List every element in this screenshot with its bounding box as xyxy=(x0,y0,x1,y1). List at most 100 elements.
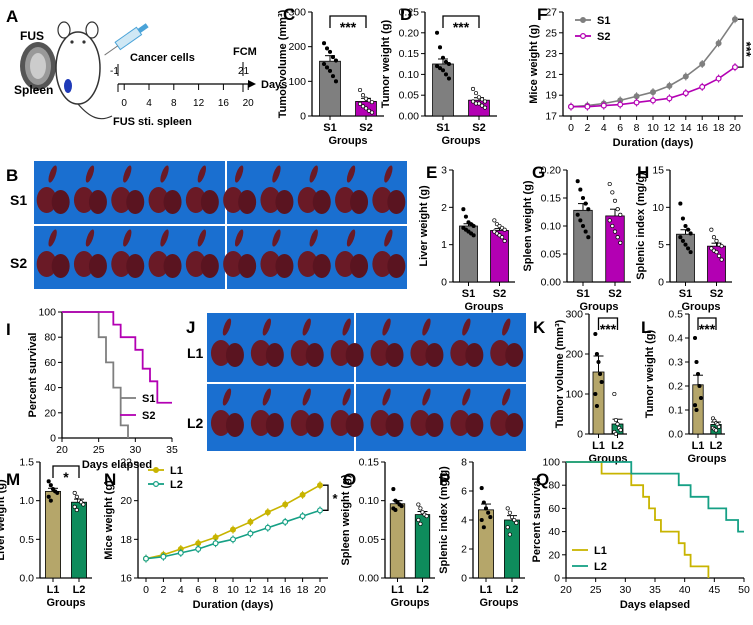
timeline-tick-label: 12 xyxy=(193,98,205,109)
liver-lobe xyxy=(225,343,244,367)
y-tick-label: 10 xyxy=(652,202,664,214)
spleen-specimen xyxy=(422,388,431,406)
panel-letter-c: C xyxy=(283,5,295,24)
data-point xyxy=(363,96,369,101)
fus-stimulation-label: FUS sti. spleen xyxy=(113,116,192,128)
y-axis-label: Tumor volume (mm³) xyxy=(554,319,566,428)
liver-lobe xyxy=(148,187,169,213)
panel-letter-h: H xyxy=(637,163,649,182)
legend-label: S1 xyxy=(597,15,610,27)
x-tick-label: S2 xyxy=(608,288,621,300)
x-tick-label: S1 xyxy=(436,122,449,134)
panel-letter-j: J xyxy=(186,318,195,337)
data-point xyxy=(282,501,289,508)
spleen-specimen xyxy=(462,318,471,336)
y-tick-label: 0 xyxy=(461,573,467,585)
y-tick-label: 80 xyxy=(44,332,56,344)
data-point xyxy=(195,545,202,552)
data-point xyxy=(324,65,330,70)
x-tick-label: L1 xyxy=(692,440,705,452)
panel-f-chart: 17 19 21 23 25 27 Mice weight (g) 0 2 4 6 8 10 12 14 16… xyxy=(528,7,753,150)
data-point xyxy=(682,90,689,97)
data-point xyxy=(505,525,510,530)
panel-a-schematic: FUS Spleen Cancer cells FCM -1 21 Days 0… xyxy=(14,21,287,128)
liver-lobe xyxy=(225,413,244,437)
liver-lobe xyxy=(505,413,524,437)
significance-bracket xyxy=(697,317,717,330)
data-point xyxy=(618,212,623,217)
data-point xyxy=(580,223,586,229)
panel-letter-e: E xyxy=(426,163,437,182)
data-point xyxy=(470,86,476,92)
panel-j-photo: L1 L2 xyxy=(187,313,526,451)
data-point xyxy=(230,536,237,543)
spleen-specimen xyxy=(197,165,207,183)
y-tick-label: 0.5 xyxy=(668,309,683,321)
data-point xyxy=(461,207,466,212)
liver-lobe xyxy=(335,251,356,277)
y-tick-label: 21 xyxy=(545,69,557,81)
data-point xyxy=(593,331,598,337)
data-point xyxy=(584,103,591,110)
x-tick-label: L1 xyxy=(47,584,60,596)
x-tick-label: 4 xyxy=(178,584,184,596)
y-tick-label: 0.25 xyxy=(399,7,420,19)
survival-curve-s1 xyxy=(62,311,129,438)
timeline-days-label: Days xyxy=(261,79,287,91)
legend-label: S1 xyxy=(142,393,155,405)
data-point xyxy=(72,504,77,509)
data-point xyxy=(502,238,507,243)
liver-lobe xyxy=(51,254,70,278)
y-axis-label: Spleen weight (g) xyxy=(522,180,534,271)
y-tick-label: 0.00 xyxy=(359,573,380,585)
data-point xyxy=(586,207,591,212)
data-point xyxy=(615,235,620,240)
y-tick-label: 0.05 xyxy=(541,249,562,261)
data-point xyxy=(264,509,271,516)
data-point xyxy=(481,500,486,505)
data-point xyxy=(440,68,446,73)
spleen-specimen xyxy=(502,388,511,406)
liver-lobe xyxy=(36,187,57,213)
x-tick-label: 25 xyxy=(93,444,105,456)
data-point xyxy=(683,223,688,229)
liver-lobe xyxy=(345,343,364,367)
spleen-specimen xyxy=(302,318,311,336)
liver-lobe xyxy=(385,343,404,367)
data-point xyxy=(500,235,505,240)
y-tick-label: 40 xyxy=(548,526,560,538)
data-point xyxy=(479,97,485,102)
data-point xyxy=(357,87,363,93)
x-tick-label: 35 xyxy=(166,444,178,456)
data-point xyxy=(615,207,620,212)
data-point xyxy=(596,359,601,365)
liver-lobe xyxy=(238,190,257,214)
liver-lobe xyxy=(200,254,219,278)
liver-lobe xyxy=(126,254,145,278)
spleen-specimen xyxy=(309,229,318,247)
y-tick-label: 0.15 xyxy=(541,193,562,205)
x-tick-label: L2 xyxy=(611,440,624,452)
data-point xyxy=(321,41,327,46)
data-point xyxy=(514,520,519,525)
y-tick-label: 17 xyxy=(545,111,557,123)
data-point xyxy=(594,403,599,409)
data-point xyxy=(697,383,702,389)
spleen-specimen xyxy=(123,229,132,247)
timeline-twenty-one: 21 xyxy=(238,66,250,77)
bar-l2 xyxy=(71,501,87,579)
x-axis-label: Groups xyxy=(464,301,503,313)
y-tick-label: 60 xyxy=(44,357,56,369)
spleen-specimen xyxy=(160,229,169,247)
y-tick-label: 0.10 xyxy=(541,221,562,233)
data-point xyxy=(688,231,693,236)
liver-lobe xyxy=(372,187,393,213)
data-point xyxy=(692,403,698,408)
x-tick-label: S2 xyxy=(472,122,485,134)
significance-bracket xyxy=(329,15,367,28)
data-point xyxy=(212,534,219,541)
x-tick-label: S1 xyxy=(576,288,589,300)
liver-lobe xyxy=(425,343,444,367)
data-point xyxy=(360,93,366,98)
legend-marker xyxy=(153,481,160,488)
